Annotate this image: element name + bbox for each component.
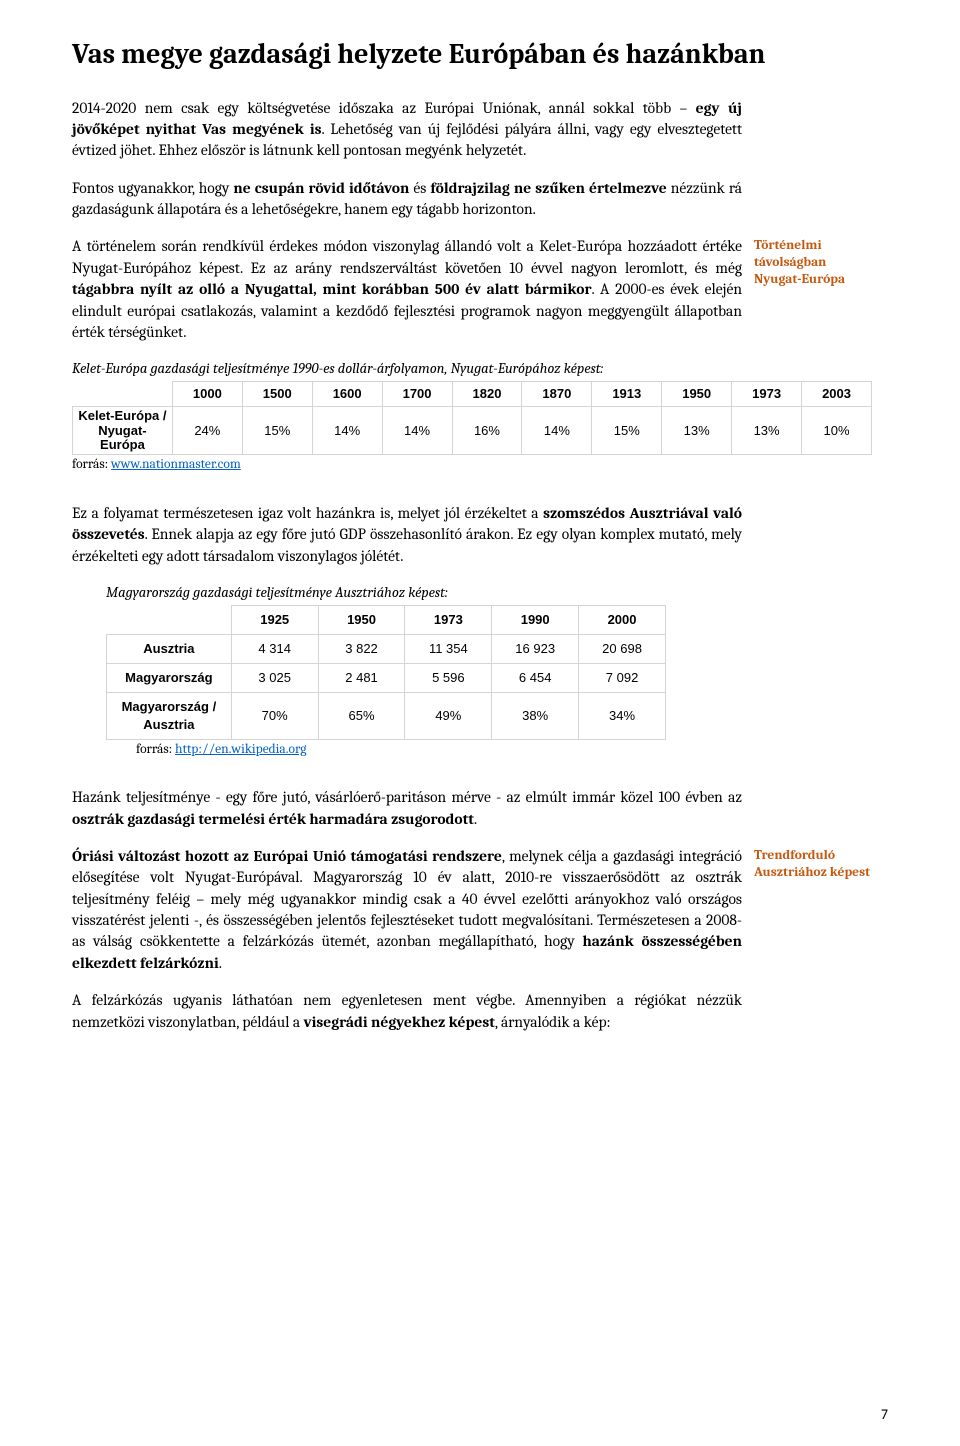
table2-rowlabel: Ausztria bbox=[107, 634, 232, 663]
table1-cell: 13% bbox=[662, 407, 732, 455]
table1-year: 1870 bbox=[522, 382, 592, 407]
table1-caption: Kelet-Európa gazdasági teljesítménye 199… bbox=[72, 359, 888, 379]
paragraph-3: A történelem során rendkívül érdekes mód… bbox=[72, 236, 742, 343]
table1-cell: 10% bbox=[802, 407, 872, 455]
table2-cell: 16 923 bbox=[492, 634, 579, 663]
page-title: Vas megye gazdasági helyzete Európában é… bbox=[72, 38, 888, 72]
table1-cell: 14% bbox=[382, 407, 452, 455]
table2-cell: 70% bbox=[231, 692, 318, 739]
table1-cell: 24% bbox=[172, 407, 242, 455]
table2-source: forrás: http://en.wikipedia.org bbox=[136, 741, 888, 760]
table1-cell: 16% bbox=[452, 407, 522, 455]
table2-cell: 3 025 bbox=[231, 663, 318, 692]
paragraph-6: Óriási változást hozott az Európai Unió … bbox=[72, 846, 742, 974]
paragraph-5: Hazánk teljesítménye - egy főre jutó, vá… bbox=[72, 787, 742, 830]
table2-cell: 6 454 bbox=[492, 663, 579, 692]
table1-year: 2003 bbox=[802, 382, 872, 407]
margin-note-history: Történelmi távolságban Nyugat-Európa bbox=[754, 236, 872, 289]
table2-rowlabel: Magyarország bbox=[107, 663, 232, 692]
paragraph-7: A felzárkózás ugyanis láthatóan nem egye… bbox=[72, 990, 742, 1033]
table1-source: forrás: www.nationmaster.com bbox=[72, 456, 888, 475]
table1-year: 1913 bbox=[592, 382, 662, 407]
table1-year: 1000 bbox=[172, 382, 242, 407]
table2-cell: 3 822 bbox=[318, 634, 405, 663]
table2-cell: 34% bbox=[579, 692, 666, 739]
table2-cell: 11 354 bbox=[405, 634, 492, 663]
table1-year: 1500 bbox=[242, 382, 312, 407]
table1-rowlabel: Kelet-Európa / Nyugat-Európa bbox=[73, 407, 173, 455]
table2-year: 2000 bbox=[579, 605, 666, 634]
table1-cell: 15% bbox=[592, 407, 662, 455]
paragraph-1: 2014-2020 nem csak egy költségvetése idő… bbox=[72, 98, 742, 162]
table2-cell: 65% bbox=[318, 692, 405, 739]
table1-cell: 14% bbox=[522, 407, 592, 455]
table2-rowlabel: Magyarország / Ausztria bbox=[107, 692, 232, 739]
table1-year: 1600 bbox=[312, 382, 382, 407]
table1-cell: 15% bbox=[242, 407, 312, 455]
source1-link[interactable]: www.nationmaster.com bbox=[111, 457, 241, 472]
table1-year: 1820 bbox=[452, 382, 522, 407]
table1-cell: 14% bbox=[312, 407, 382, 455]
table2-year: 1990 bbox=[492, 605, 579, 634]
table2-year: 1950 bbox=[318, 605, 405, 634]
table2-cell: 38% bbox=[492, 692, 579, 739]
table1-year: 1950 bbox=[662, 382, 732, 407]
table2-cell: 4 314 bbox=[231, 634, 318, 663]
page-number: 7 bbox=[881, 1405, 888, 1424]
table1-year: 1700 bbox=[382, 382, 452, 407]
table2-cell: 5 596 bbox=[405, 663, 492, 692]
table2-caption: Magyarország gazdasági teljesítménye Aus… bbox=[106, 583, 888, 603]
table1-year: 1973 bbox=[732, 382, 802, 407]
table2-cell: 7 092 bbox=[579, 663, 666, 692]
table2-year: 1973 bbox=[405, 605, 492, 634]
paragraph-2: Fontos ugyanakkor, hogy ne csupán rövid … bbox=[72, 178, 742, 221]
table2-cell: 2 481 bbox=[318, 663, 405, 692]
paragraph-4: Ez a folyamat természetesen igaz volt ha… bbox=[72, 503, 742, 567]
source2-link[interactable]: http://en.wikipedia.org bbox=[175, 742, 306, 757]
table1-cell: 13% bbox=[732, 407, 802, 455]
table-east-west-europe: 1000150016001700182018701913195019732003… bbox=[72, 381, 872, 455]
table2-cell: 20 698 bbox=[579, 634, 666, 663]
margin-note-trend: Trendforduló Ausztriához képest bbox=[754, 846, 872, 882]
table2-year: 1925 bbox=[231, 605, 318, 634]
table2-cell: 49% bbox=[405, 692, 492, 739]
table-hungary-austria: 19251950197319902000 Ausztria4 3143 8221… bbox=[106, 605, 666, 740]
